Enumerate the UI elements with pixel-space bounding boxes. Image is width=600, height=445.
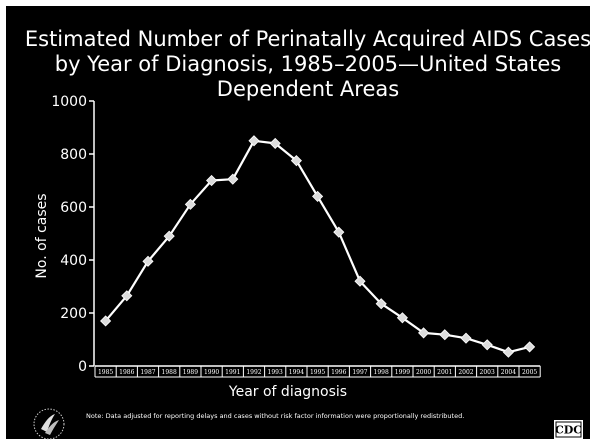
data-point-marker bbox=[396, 312, 408, 324]
data-point-marker bbox=[184, 198, 196, 210]
x-tick-label: 1988 bbox=[162, 369, 177, 376]
chart-title-line-2: by Year of Diagnosis, 1985–2005—United S… bbox=[55, 52, 562, 76]
x-tick-label: 2005 bbox=[522, 369, 537, 376]
cdc-logo: CDC bbox=[554, 420, 583, 439]
x-tick-label: 1995 bbox=[310, 369, 325, 376]
y-tick-label: 600 bbox=[60, 200, 87, 216]
data-point-marker bbox=[439, 329, 451, 341]
data-point-marker bbox=[100, 315, 112, 327]
x-tick-label: 2002 bbox=[458, 369, 473, 376]
x-tick-label: 1993 bbox=[268, 369, 283, 376]
x-tick-label: 2004 bbox=[501, 369, 516, 376]
data-point-marker bbox=[460, 332, 472, 344]
data-point-marker bbox=[375, 298, 387, 310]
data-point-marker bbox=[333, 226, 345, 238]
data-point-marker bbox=[142, 255, 154, 267]
x-tick-label: 2001 bbox=[437, 369, 452, 376]
x-tick-label: 1990 bbox=[204, 369, 219, 376]
y-axis-label: No. of cases bbox=[34, 193, 50, 278]
data-point-marker bbox=[290, 155, 302, 167]
x-tick-label: 1987 bbox=[140, 369, 155, 376]
data-point-marker bbox=[248, 135, 260, 147]
data-point-marker bbox=[269, 137, 281, 149]
footnote: Note: Data adjusted for reporting delays… bbox=[86, 412, 464, 420]
data-point-marker bbox=[524, 341, 536, 353]
cdc-logo-text: CDC bbox=[555, 424, 582, 437]
axes: 0 200 400 600 800 1000 1985 1986 1987 1988 1989 199… bbox=[51, 94, 541, 378]
x-tick-label: 1994 bbox=[289, 369, 304, 376]
chart-title-line-1: Estimated Number of Perinatally Acquired… bbox=[25, 27, 591, 51]
x-tick-label: 1986 bbox=[119, 369, 134, 376]
data-point-marker bbox=[418, 327, 430, 339]
data-point-marker bbox=[354, 275, 366, 287]
series-line bbox=[104, 139, 530, 354]
y-tick-label: 0 bbox=[78, 359, 87, 375]
y-tick-label: 400 bbox=[60, 253, 87, 269]
chart-panel bbox=[6, 6, 590, 439]
data-series bbox=[100, 135, 536, 358]
x-tick-label: 1989 bbox=[183, 369, 198, 376]
x-axis-label: Year of diagnosis bbox=[228, 384, 347, 400]
x-tick-label: 2000 bbox=[416, 369, 431, 376]
data-point-marker bbox=[481, 339, 493, 351]
data-point-marker bbox=[206, 174, 218, 187]
hhs-logo-icon bbox=[33, 408, 65, 440]
y-tick-label: 200 bbox=[60, 306, 87, 322]
data-point-marker bbox=[227, 173, 239, 185]
chart-title-line-3: Dependent Areas bbox=[217, 77, 399, 101]
data-point-marker bbox=[502, 346, 514, 358]
y-tick-label: 1000 bbox=[51, 94, 87, 110]
x-tick-label: 2003 bbox=[480, 369, 495, 376]
x-tick-label: 1998 bbox=[374, 369, 389, 376]
data-point-marker bbox=[121, 290, 133, 302]
x-tick-label: 1991 bbox=[225, 369, 240, 376]
x-tick-label: 1999 bbox=[395, 369, 410, 376]
x-tick-label: 1996 bbox=[331, 369, 346, 376]
x-tick-label: 1985 bbox=[98, 369, 113, 376]
x-tick-label: 1992 bbox=[246, 369, 261, 376]
x-tick-label: 1997 bbox=[352, 369, 367, 376]
y-tick-label: 800 bbox=[60, 147, 87, 163]
data-point-marker bbox=[163, 230, 175, 242]
data-point-marker bbox=[312, 190, 324, 202]
